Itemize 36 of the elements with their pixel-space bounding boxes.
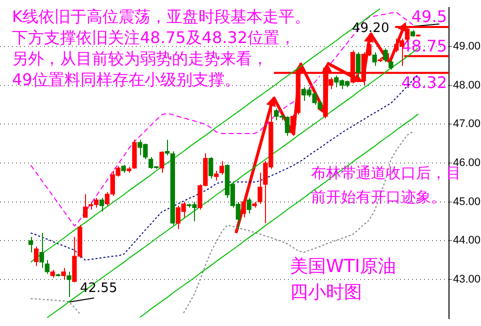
ref-line-label: 48.32 bbox=[401, 73, 447, 92]
annotation: 前开始有开口迹象。 bbox=[311, 187, 446, 207]
candlestick bbox=[99, 197, 104, 212]
candlestick bbox=[61, 267, 66, 280]
candlestick bbox=[159, 150, 164, 174]
candlestick bbox=[83, 194, 88, 218]
candlestick bbox=[241, 197, 246, 218]
ref-line-label: 49.5 bbox=[411, 7, 447, 26]
candlestick bbox=[66, 271, 72, 298]
annotation: 另外，从目前较为弱势的走势来看， bbox=[12, 49, 268, 69]
candlestick bbox=[388, 60, 394, 70]
candlestick bbox=[39, 232, 44, 268]
candlestick bbox=[383, 48, 388, 62]
candlestick bbox=[44, 260, 50, 274]
y-tick-label: 45.00 bbox=[453, 196, 481, 208]
candlestick bbox=[356, 52, 361, 78]
candlestick bbox=[219, 160, 224, 176]
candlestick bbox=[34, 246, 39, 266]
candlestick bbox=[290, 114, 296, 136]
candlestick bbox=[214, 170, 219, 181]
y-tick-label: 47.00 bbox=[453, 118, 481, 130]
annotation: 49位置料同样存在小级别支撑。 bbox=[12, 70, 240, 90]
candlestick bbox=[246, 197, 252, 214]
candlestick bbox=[258, 172, 262, 204]
y-tick-label: 44.00 bbox=[453, 234, 481, 247]
annotation: K线依旧于高位震荡，亚盘时段基本走平。 bbox=[12, 7, 310, 27]
y-tick-label: 43.00 bbox=[453, 274, 481, 286]
annotation: 下方支撑依旧关注48.75及48.32位置， bbox=[12, 28, 296, 48]
candlestick bbox=[164, 139, 170, 156]
candlestick bbox=[28, 236, 34, 253]
text: 美国WTI原油四小时图 bbox=[290, 255, 398, 305]
y-tick-label: 49.00 bbox=[453, 40, 481, 52]
candlestick bbox=[208, 156, 214, 180]
candlestick bbox=[372, 52, 377, 66]
y-tick-label: 48.00 bbox=[453, 79, 481, 92]
ref-line-label: 48.75 bbox=[401, 36, 447, 56]
